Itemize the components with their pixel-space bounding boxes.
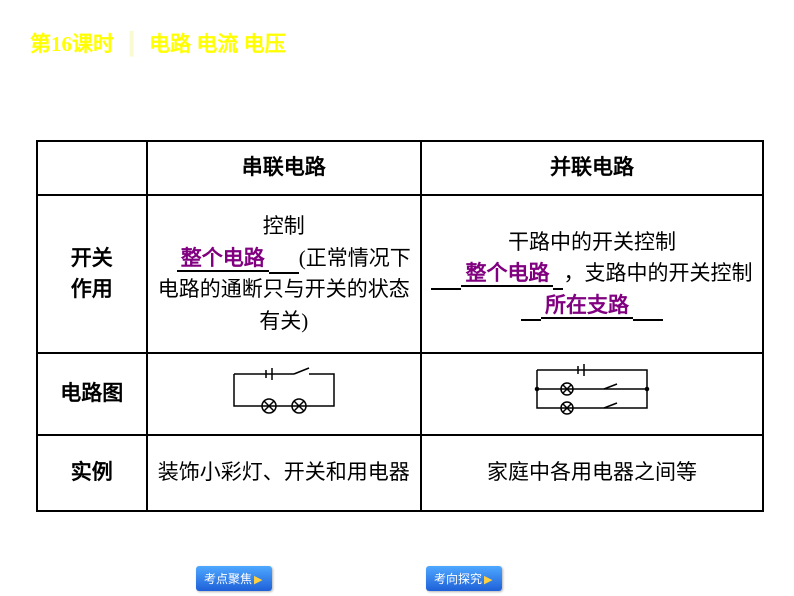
arrow-icon: ▶ xyxy=(484,574,492,586)
header-parallel: 并联电路 xyxy=(421,141,763,195)
cell-diagram-series xyxy=(147,353,421,435)
lesson-number: 第16课时 xyxy=(30,32,114,56)
row-examples: 实例 装饰小彩灯、开关和用电器 家庭中各用电器之间等 xyxy=(37,435,763,511)
row-label-switch: 开关作用 xyxy=(37,195,147,353)
text-line1: 干路中的开关控制 xyxy=(508,230,676,254)
text-pre: 控制 xyxy=(263,214,305,238)
cell-example-parallel: 家庭中各用电器之间等 xyxy=(421,435,763,511)
slide-header: 第16课时 ┃ 电路 电流 电压 xyxy=(0,0,794,58)
series-circuit-icon xyxy=(219,362,349,416)
cell-switch-parallel: 干路中的开关控制 整个电路 ，支路中的开关控制所在支路 xyxy=(421,195,763,353)
row-switch-function: 开关作用 控制 整个电路(正常情况下电路的通断只与开关的状态有关) 干路中的开关… xyxy=(37,195,763,353)
text-mid: ，支路中的开关控制 xyxy=(563,261,752,285)
header-series: 串联电路 xyxy=(147,141,421,195)
exploration-button[interactable]: 考向探究▶ xyxy=(426,566,502,591)
cell-diagram-parallel xyxy=(421,353,763,435)
cell-switch-series: 控制 整个电路(正常情况下电路的通断只与开关的状态有关) xyxy=(147,195,421,353)
fill-answer-3: 所在支路 xyxy=(541,293,633,319)
row-circuit-diagram: 电路图 xyxy=(37,353,763,435)
btn2-label: 考向探究 xyxy=(434,572,482,586)
cell-example-series: 装饰小彩灯、开关和用电器 xyxy=(147,435,421,511)
fill-answer-1: 整个电路 xyxy=(177,246,269,272)
row-label-diagram: 电路图 xyxy=(37,353,147,435)
parallel-circuit-icon xyxy=(522,360,662,418)
comparison-table: 串联电路 并联电路 开关作用 控制 整个电路(正常情况下电路的通断只与开关的状态… xyxy=(36,140,764,512)
header-separator: ┃ xyxy=(125,32,138,56)
btn1-label: 考点聚焦 xyxy=(204,572,252,586)
table-header-row: 串联电路 并联电路 xyxy=(37,141,763,195)
fill-answer-2: 整个电路 xyxy=(461,261,553,287)
focus-points-button[interactable]: 考点聚焦▶ xyxy=(196,566,272,591)
header-empty xyxy=(37,141,147,195)
lesson-topic: 电路 电流 电压 xyxy=(149,32,286,56)
arrow-icon: ▶ xyxy=(254,574,262,586)
row-label-example: 实例 xyxy=(37,435,147,511)
